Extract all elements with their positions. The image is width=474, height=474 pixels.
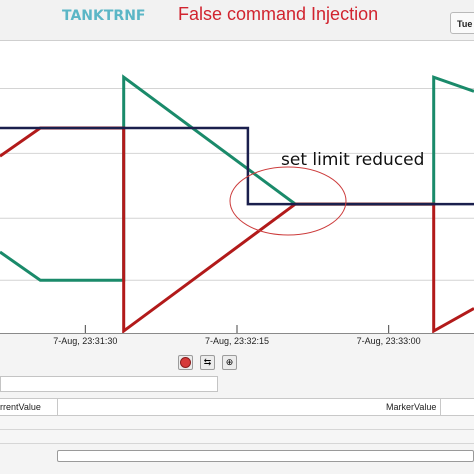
horizontal-scrollbar[interactable] [57,450,474,462]
marker-icon: ⊕ [225,357,234,367]
swap-icon: ⇆ [203,357,212,367]
series-line-2 [0,126,474,206]
line-chart [0,74,474,333]
figure-caption: False command Injection [178,4,379,24]
column-separator [57,399,58,415]
chart-toolbar: ⇆ ⊕ [0,352,474,376]
stop-button[interactable] [178,355,193,370]
x-tick-label: 7-Aug, 23:33:00 [356,336,421,346]
x-axis-labels: 7-Aug, 23:31:30 7-Aug, 23:32:15 7-Aug, 23:… [0,336,474,350]
column-marker-value[interactable]: MarkerValue [386,402,437,412]
grid-header: rrentValue MarkerValue [0,398,474,416]
top-right-button[interactable]: Tue [450,12,474,34]
title-bar: TANKTRNF False command Injection Tue [0,0,474,40]
x-tick-label: 7-Aug, 23:32:15 [204,336,270,346]
column-separator [440,399,441,415]
x-tick-label: 7-Aug, 23:31:30 [53,336,118,346]
table-row[interactable] [0,416,474,430]
series-line-0 [0,74,474,282]
swap-button[interactable]: ⇆ [200,355,215,370]
stop-icon [180,357,191,368]
chart-plot-area [0,40,474,334]
table-row[interactable] [0,430,474,444]
marker-button[interactable]: ⊕ [222,355,237,370]
annotation-ellipse [229,166,347,236]
filter-input[interactable] [0,376,218,392]
annotation-text: set limit reduced [281,150,425,170]
app-title: TANKTRNF [62,8,146,24]
column-current-value[interactable]: rrentValue [0,402,41,412]
